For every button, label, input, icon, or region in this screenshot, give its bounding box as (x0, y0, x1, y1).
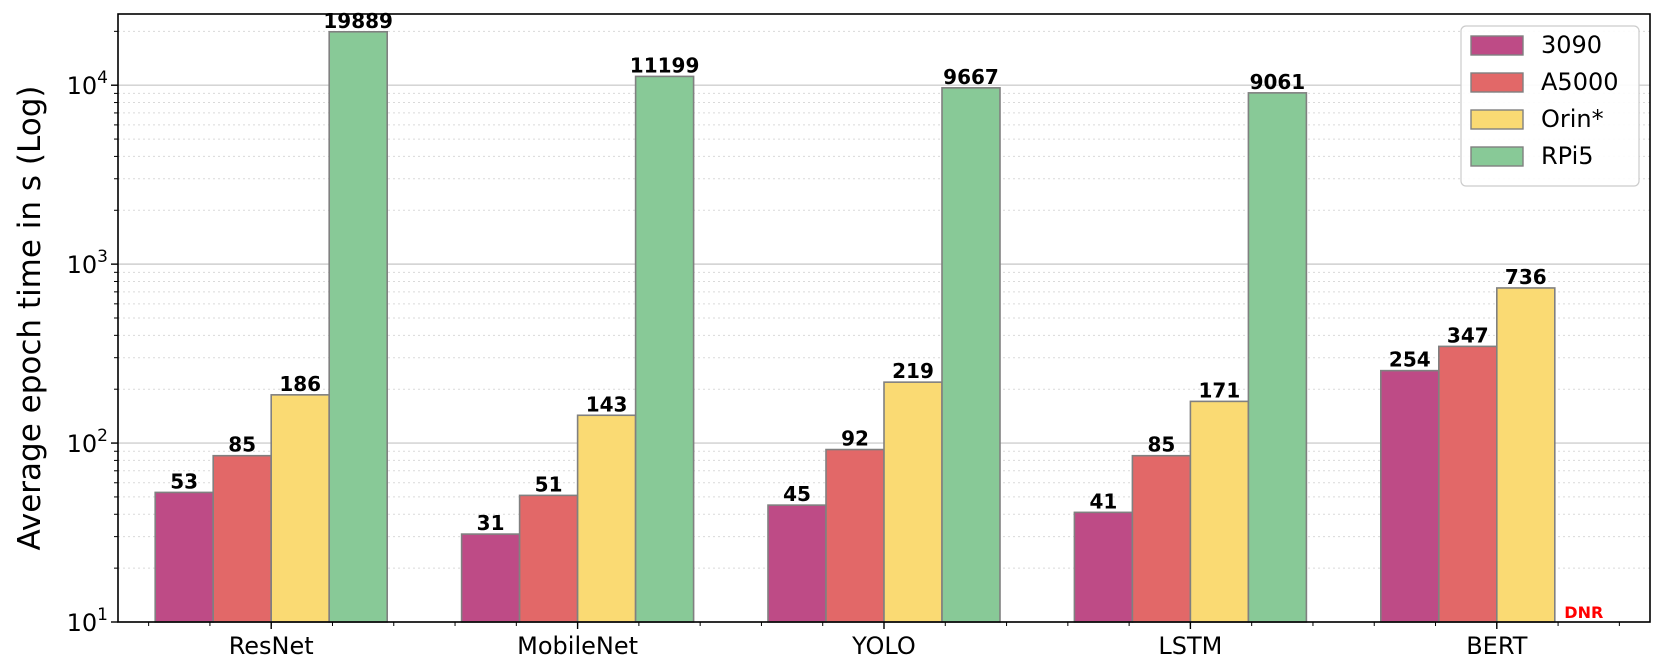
data-label: 41 (1089, 489, 1117, 513)
data-label: 347 (1447, 323, 1489, 347)
bar-rpi5-mobilenet (634, 75, 695, 623)
y-tick-label: 104 (67, 68, 108, 100)
bar-rpi5-resnet (328, 30, 389, 623)
data-label: 45 (783, 482, 811, 506)
bar-3090-bert (1380, 369, 1440, 623)
data-label: 186 (279, 372, 321, 396)
x-tick-label: LSTM (1158, 632, 1222, 660)
legend-label: RPi5 (1541, 142, 1594, 170)
data-label: 85 (1147, 433, 1175, 457)
data-label: 143 (586, 392, 628, 416)
legend-swatch (1470, 72, 1524, 93)
y-tick-label: 103 (67, 247, 108, 279)
bar-rpi5-yolo (941, 87, 1001, 623)
legend-box (1460, 25, 1640, 187)
legend-swatch (1470, 109, 1524, 130)
data-label: 9061 (1250, 70, 1306, 94)
bars (154, 30, 1556, 623)
x-tick-label: BERT (1466, 632, 1528, 660)
bar-a5000-bert (1438, 345, 1498, 623)
x-tick-label: YOLO (851, 632, 916, 660)
legend: 3090 A5000 Orin* RPi5 (1460, 25, 1640, 187)
bar-rpi5-lstm (1247, 92, 1308, 623)
bar-a5000-lstm (1131, 454, 1192, 623)
data-label: 9667 (943, 65, 999, 89)
bar-orin-mobilenet (576, 414, 637, 623)
bar-orin-lstm (1189, 400, 1250, 623)
data-label: 219 (892, 359, 934, 383)
data-label: 85 (228, 433, 256, 457)
bar-orin-bert (1496, 287, 1556, 623)
data-label: 53 (170, 469, 198, 493)
x-tick-label: ResNet (229, 632, 314, 660)
data-label: 92 (841, 427, 869, 451)
legend-swatch (1470, 35, 1524, 56)
data-label: 736 (1505, 265, 1547, 289)
bar-orin-resnet (270, 394, 331, 623)
data-label: 51 (535, 472, 563, 496)
bar-a5000-mobilenet (518, 494, 579, 623)
bar-orin-yolo (883, 381, 943, 623)
data-label: 11199 (630, 53, 700, 77)
data-label: 171 (1199, 378, 1241, 402)
bar-3090-lstm (1073, 511, 1134, 623)
y-tick-label: 102 (67, 426, 108, 458)
x-tick-label: MobileNet (517, 632, 638, 660)
bar-a5000-yolo (825, 448, 885, 623)
data-label: 19889 (323, 9, 393, 33)
y-tick-label: 101 (67, 605, 108, 637)
data-label: 254 (1389, 348, 1431, 372)
bar-3090-resnet (154, 491, 214, 623)
legend-swatch (1470, 146, 1524, 167)
axes: ResNet MobileNet YOLO LSTM BERT 101 102 103 104 (67, 13, 1651, 660)
legend-label: 3090 (1541, 31, 1602, 59)
bar-3090-yolo (767, 504, 827, 623)
data-label: 31 (477, 511, 505, 535)
y-axis-label: Average epoch time in s (Log) (12, 86, 48, 551)
bar-a5000-resnet (212, 454, 272, 623)
bar-3090-mobilenet (460, 533, 521, 623)
legend-label: Orin* (1541, 105, 1604, 133)
legend-label: A5000 (1541, 68, 1619, 96)
annotation-dnr: DNR (1564, 603, 1603, 622)
